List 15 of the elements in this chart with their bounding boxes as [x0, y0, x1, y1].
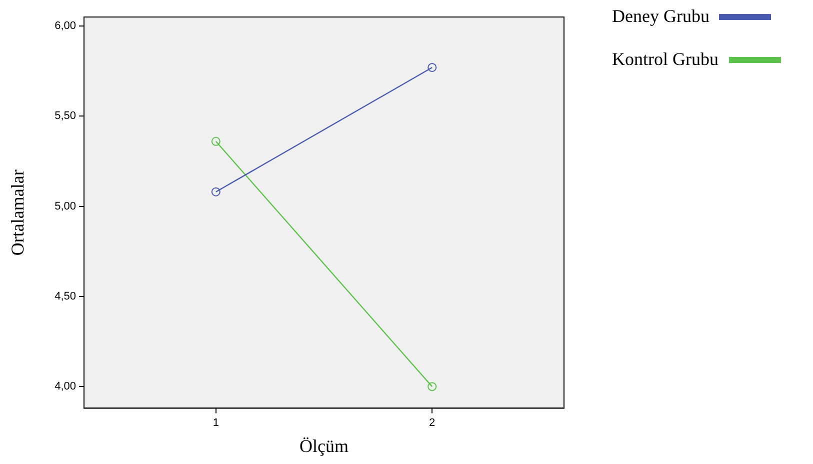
- y-tick-label: 4,50: [54, 290, 76, 302]
- point: [211, 136, 220, 146]
- point: [211, 187, 220, 196]
- y-tick-label: 4,00: [54, 380, 76, 393]
- point: [428, 382, 437, 392]
- legend-label: Kontrol Grubu: [612, 49, 718, 70]
- y-tick-label: 5,50: [54, 110, 76, 122]
- legend-label: Deney Grubu: [612, 6, 710, 27]
- x-tick-label: 2: [429, 416, 436, 429]
- x-axis-title: Ölçüm: [300, 436, 349, 456]
- y-axis-title: Ortalamalar: [8, 170, 28, 256]
- x-tick-label: 1: [212, 416, 219, 429]
- y-tick-label: 6,00: [54, 20, 76, 32]
- y-tick-label: 5,00: [54, 200, 76, 212]
- point: [428, 62, 437, 72]
